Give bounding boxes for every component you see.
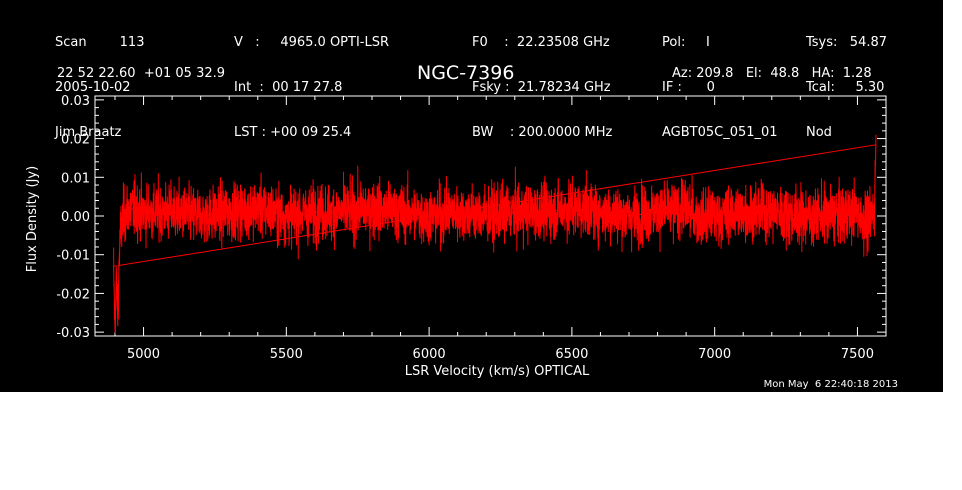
plot-window: Scan 113 2005-10-02 Jim Braatz V : 4965.… xyxy=(0,0,943,392)
lst-value: LST : +00 09 25.4 xyxy=(234,125,352,140)
scan-info: Scan 113 2005-10-02 Jim Braatz xyxy=(55,5,144,170)
y-tick-label: -0.03 xyxy=(56,326,90,341)
velocity-info: V : 4965.0 OPTI-LSR Int : 00 17 27.8 LST… xyxy=(234,5,389,170)
y-axis-ticks: -0.03 -0.02 -0.01 0.00 0.01 0.02 0.03 xyxy=(56,94,886,341)
switching-mode: Nod xyxy=(806,125,832,140)
y-tick-label: 0.03 xyxy=(61,94,90,109)
polarization-info: Pol: I IF : 0 AGBT05C_051_01 xyxy=(662,5,778,170)
bandwidth: BW : 200.0000 MHz xyxy=(472,125,613,140)
velocity-value: V : 4965.0 OPTI-LSR xyxy=(234,35,390,50)
observer-name: Jim Braatz xyxy=(55,125,122,140)
chart-title: NGC-7396 xyxy=(417,62,515,84)
plot-area: 5000 5500 6000 6500 7000 7500 -0.03 -0.02 -0.01… xyxy=(56,94,887,362)
if-number: IF : 0 xyxy=(662,80,715,95)
source-coordinates: 22 52 22.60 +01 05 32.9 xyxy=(57,66,226,81)
timestamp: Mon May 6 22:40:18 2013 xyxy=(763,379,898,390)
azimuth-elevation: Az: 209.8 El: 48.8 HA: 1.28 xyxy=(672,66,872,81)
spectrum-chart: 5000 5500 6000 6500 7000 7500 -0.03 -0.02 -0.01… xyxy=(25,94,887,379)
project-id: AGBT05C_051_01 xyxy=(662,125,778,140)
x-tick-label: 5000 xyxy=(127,347,160,362)
x-tick-label: 7000 xyxy=(698,347,731,362)
x-tick-label: 6500 xyxy=(555,347,588,362)
scan-number: Scan 113 xyxy=(55,35,145,50)
x-axis-label: LSR Velocity (km/s) OPTICAL xyxy=(405,364,590,379)
tcal-value: Tcal: 5.30 xyxy=(806,80,885,95)
x-tick-label: 7500 xyxy=(841,347,874,362)
polarization: Pol: I xyxy=(662,35,710,50)
frequency-info: F0 : 22.23508 GHz Fsky : 21.78234 GHz BW… xyxy=(472,5,612,170)
y-tick-label: -0.02 xyxy=(56,287,90,302)
y-tick-label: 0.00 xyxy=(61,210,90,225)
observation-date: 2005-10-02 xyxy=(55,80,131,95)
y-tick-label: 0.01 xyxy=(61,171,90,186)
integration-time: Int : 00 17 27.8 xyxy=(234,80,343,95)
x-tick-label: 6000 xyxy=(413,347,446,362)
tsys-value: Tsys: 54.87 xyxy=(806,35,888,50)
spectrum-line xyxy=(113,134,877,335)
x-tick-label: 5500 xyxy=(270,347,303,362)
y-tick-label: 0.02 xyxy=(61,133,90,148)
x-axis-ticks: 5000 5500 6000 6500 7000 7500 xyxy=(114,96,887,362)
y-tick-label: -0.01 xyxy=(56,249,90,264)
rest-frequency: F0 : 22.23508 GHz xyxy=(472,35,610,50)
sky-frequency: Fsky : 21.78234 GHz xyxy=(472,80,611,95)
system-temp-info: Tsys: 54.87 Tcal: 5.30 Nod xyxy=(806,5,887,170)
y-axis-label: Flux Density (Jy) xyxy=(25,166,40,272)
